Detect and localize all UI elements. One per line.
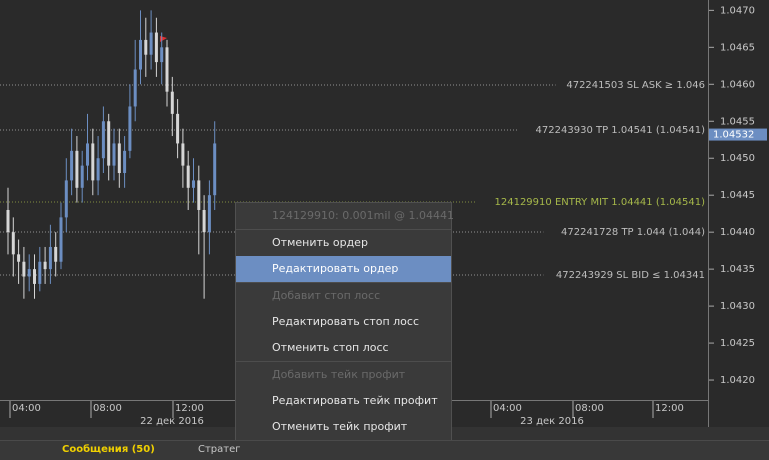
candle-body [70,150,74,181]
candle-body [22,261,26,277]
candle-body [197,180,201,210]
y-tick-label: 1.0425 [720,338,755,349]
order-line-label: 472241503 SL ASK ≥ 1.046 [566,80,705,91]
x-tick-label: 04:00 [493,403,522,414]
y-tick-label: 1.0465 [720,42,755,53]
tab-bar: Сообщения (50) Стратег [0,440,769,460]
price-box-label: 1.04532 [713,130,754,141]
candle-body [48,246,52,270]
candle-body [149,32,153,55]
order-label-bg [543,225,706,239]
candle-body [128,106,132,151]
order-line-label: 472241728 TP 1.044 (1.044) [561,227,705,238]
x-tick-label: 08:00 [93,403,122,414]
candle-body [11,232,15,255]
menu-item: 124129910: 0.001mil @ 1.04441 [272,209,454,222]
candle-body [64,180,68,218]
candle-body [192,180,195,188]
tab[interactable]: Стратег [198,444,241,455]
order-line-label: 124129910 ENTRY MIT 1.04441 (1.04541) [495,197,706,208]
date-label: 23 дек 2016 [520,416,584,427]
candle-body [107,121,111,166]
date-label: 22 дек 2016 [140,416,204,427]
y-tick-label: 1.0430 [720,301,755,312]
order-label-bg [555,78,706,92]
candle-body [38,261,42,284]
y-tick-label: 1.0435 [720,264,755,275]
candle-body [86,143,89,166]
candle-body [207,195,211,233]
candle-body [117,143,121,174]
candle-body [123,150,127,174]
price-box [709,128,767,141]
y-tick-label: 1.0460 [720,79,755,90]
y-tick-label: 1.0445 [720,190,755,201]
candle-body [213,143,217,196]
order-line-label: 472243929 SL BID ≤ 1.04341 [556,270,705,281]
order-label-bg [519,123,706,137]
candle-body [75,150,79,188]
candle-body [91,143,95,181]
candle-body [27,269,31,277]
candle-body [17,254,21,262]
candle-body [165,47,169,92]
candle-body [202,209,206,233]
candle-body [96,158,100,181]
context-menu: 124129910: 0.001mil @ 1.04441 Отменить ор… [235,202,454,459]
candle-body [170,91,174,114]
candle-body [101,121,105,159]
candle-body [6,209,10,233]
menu-item[interactable]: Отменить ордер [236,229,451,256]
candle-body [54,246,58,262]
candle-body [181,143,185,166]
candle-body [139,39,142,70]
y-tick-label: 1.0470 [720,5,755,16]
candle-body [59,217,63,262]
menu-item: Добавит стоп лосс [236,282,451,309]
tab[interactable]: Сообщения (50) [62,444,155,455]
order-label-bg [543,268,706,282]
menu-item[interactable]: Редактировать стоп лосс [272,315,420,328]
candle-body [133,69,137,107]
x-tick-label: 04:00 [12,403,41,414]
candle-body [176,113,180,144]
candle-body [43,261,47,270]
order-line-label: 472243930 TP 1.04541 (1.04541) [536,125,706,136]
x-tick-label: 08:00 [575,403,604,414]
menu-item[interactable]: Отменить стоп лосс [272,341,389,354]
candle-body [33,269,36,284]
menu-item: Добавить тейк профит [236,361,451,388]
menu-item[interactable]: Редактировать ордер [236,256,451,282]
candle-body [154,32,158,63]
y-tick-label: 1.0455 [720,116,755,127]
candle-body [80,165,84,188]
y-tick-label: 1.0420 [720,375,755,386]
x-tick-label: 12:00 [655,403,684,414]
menu-item[interactable]: Отменить тейк профит [272,420,408,433]
candle-body [144,39,148,55]
order-label-bg [476,195,706,209]
x-tick-label: 12:00 [175,403,204,414]
menu-item[interactable]: Редактировать тейк профит [272,394,438,407]
candle-body [186,165,190,188]
y-tick-label: 1.0450 [720,153,755,164]
candle-body [112,143,116,166]
y-tick-label: 1.0440 [720,227,755,238]
candle-body [160,47,164,63]
